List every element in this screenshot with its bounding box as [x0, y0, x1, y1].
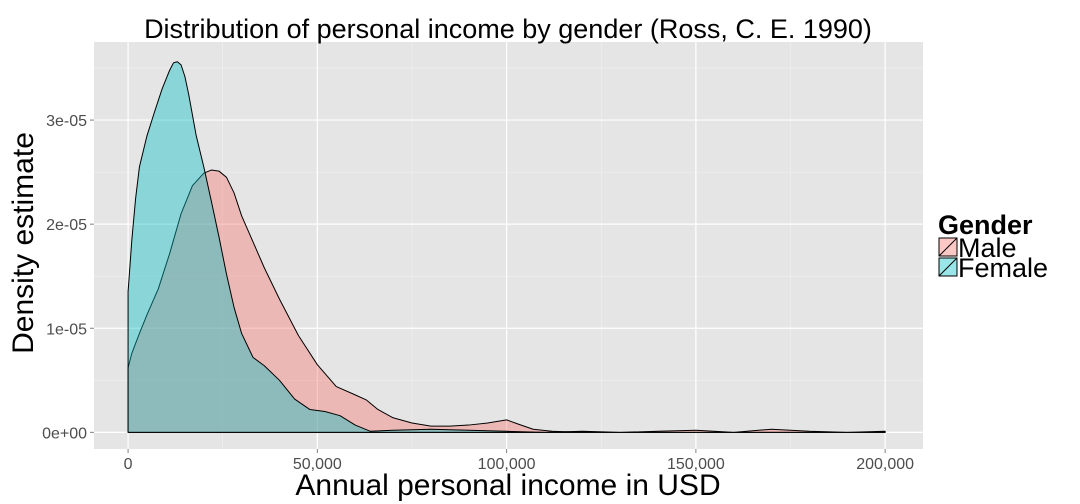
minor-gridlines [94, 42, 923, 449]
y-tick-label: 1e-05 [46, 321, 87, 338]
density-area-female [127, 61, 886, 433]
y-tick-label: 2e-05 [46, 217, 87, 234]
legend-key-slash [938, 237, 958, 257]
x-tick-label: 100,000 [478, 456, 536, 473]
x-tick-label: 50,000 [293, 456, 342, 473]
y-tick-label: 0e+00 [42, 425, 87, 442]
chart-title: Distribution of personal income by gende… [144, 14, 872, 44]
legend-label-male: Male [958, 233, 1017, 263]
legend-title: Gender [938, 210, 1033, 240]
legend-label-female: Female [958, 253, 1048, 283]
y-tick-label: 3e-05 [46, 113, 87, 130]
x-tick-label: 0 [124, 456, 133, 473]
y-axis-title: Density estimate [7, 132, 40, 354]
x-axis-title: Annual personal income in USD [295, 469, 720, 502]
x-tick-label: 150,000 [667, 456, 725, 473]
plot-panel [94, 42, 923, 449]
x-tick-label: 200,000 [856, 456, 914, 473]
y-tick-labels: 0e+00 1e-05 2e-05 3e-05 [42, 113, 87, 442]
density-areas [127, 61, 886, 433]
density-area-male [127, 169, 886, 433]
axis-ticks [90, 119, 886, 453]
legend-key-slash [938, 257, 958, 277]
x-tick-labels: 0 50,000 100,000 150,000 200,000 [124, 456, 915, 473]
